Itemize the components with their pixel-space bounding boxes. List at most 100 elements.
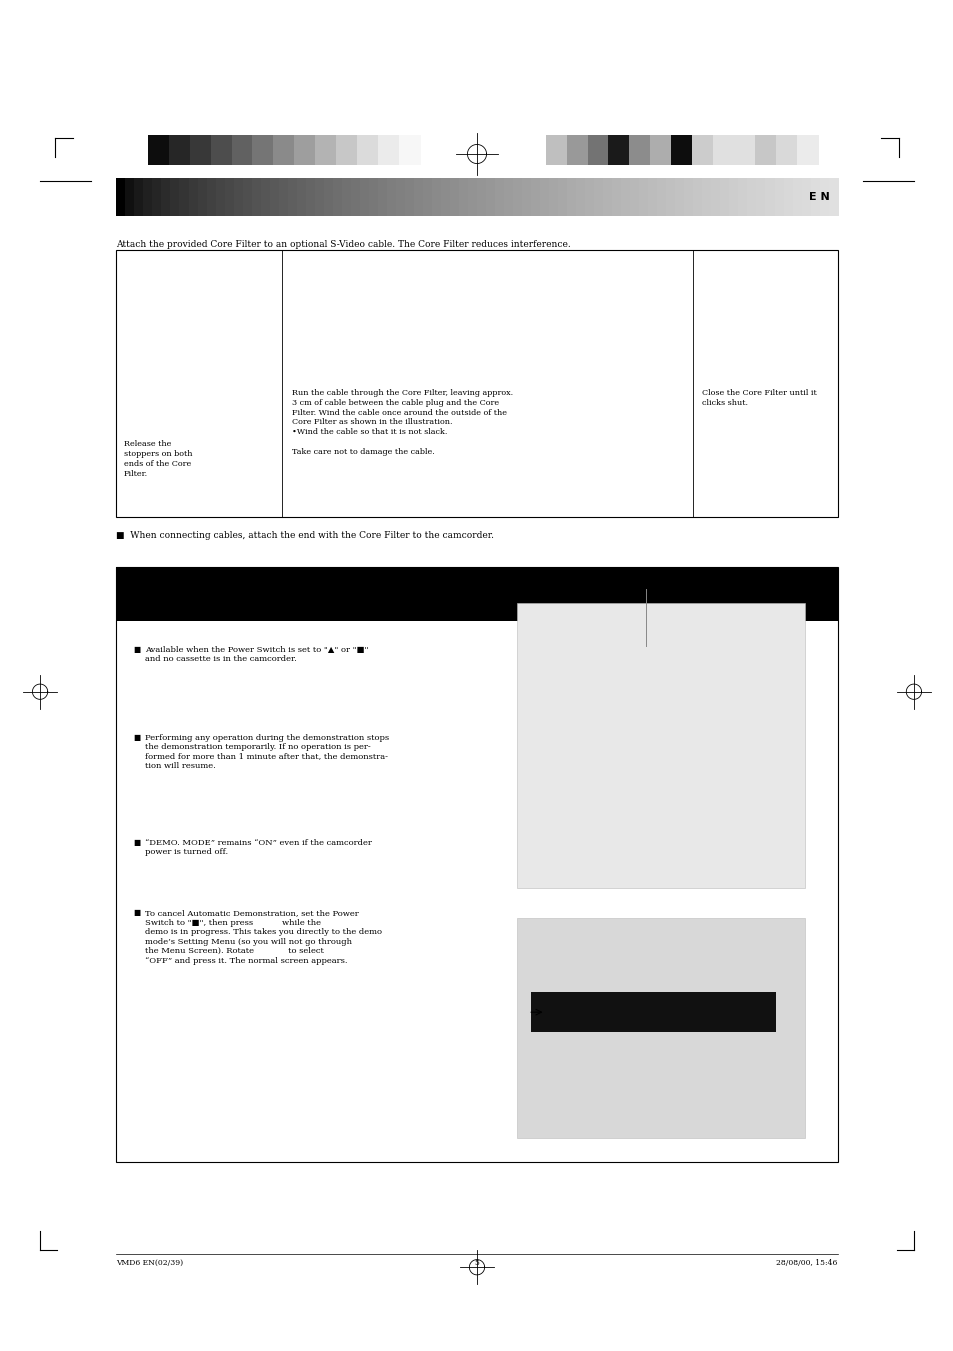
Bar <box>517 917 804 1138</box>
Bar <box>594 178 603 216</box>
Bar <box>792 178 801 216</box>
Bar <box>608 135 630 165</box>
Bar <box>738 178 747 216</box>
Bar <box>828 178 838 216</box>
Bar <box>517 603 804 889</box>
Bar <box>134 178 144 216</box>
Bar <box>683 178 694 216</box>
Bar <box>602 178 613 216</box>
Bar <box>294 135 315 165</box>
Bar <box>587 135 609 165</box>
Bar <box>335 135 357 165</box>
Bar <box>120 627 833 1156</box>
Bar <box>232 135 253 165</box>
Bar <box>503 178 514 216</box>
Bar <box>775 135 797 165</box>
Bar <box>323 178 334 216</box>
Text: ■: ■ <box>133 909 141 917</box>
Bar <box>729 178 739 216</box>
Bar <box>539 178 550 216</box>
Bar <box>414 178 423 216</box>
Bar <box>252 178 261 216</box>
Bar <box>148 135 170 165</box>
Bar <box>796 135 818 165</box>
Bar <box>513 178 522 216</box>
Bar <box>756 178 765 216</box>
Bar <box>314 135 336 165</box>
Bar <box>143 178 153 216</box>
Bar <box>629 135 651 165</box>
Bar <box>819 178 829 216</box>
Bar <box>468 178 477 216</box>
Bar <box>639 178 649 216</box>
Bar <box>801 178 811 216</box>
Bar <box>369 178 378 216</box>
Bar <box>314 178 324 216</box>
Text: To cancel Automatic Demonstration, set the Power
Switch to "■", then press      : To cancel Automatic Demonstration, set t… <box>145 909 381 965</box>
Bar <box>620 178 631 216</box>
Bar <box>782 178 793 216</box>
Bar <box>764 178 775 216</box>
Bar <box>665 178 676 216</box>
Bar <box>288 178 297 216</box>
Bar <box>395 178 405 216</box>
Text: E N: E N <box>808 192 829 203</box>
Text: ■: ■ <box>133 734 141 742</box>
Text: Release the
stoppers on both
ends of the Core
Filter.: Release the stoppers on both ends of the… <box>124 440 193 478</box>
Bar <box>545 135 567 165</box>
Bar <box>566 178 577 216</box>
Bar <box>116 250 837 517</box>
Bar <box>253 135 274 165</box>
Bar <box>116 567 837 1162</box>
Text: Close the Core Filter until it
clicks shut.: Close the Core Filter until it clicks sh… <box>701 389 816 407</box>
Bar <box>404 178 415 216</box>
Bar <box>190 135 212 165</box>
Bar <box>125 178 135 216</box>
Bar <box>650 135 672 165</box>
Bar <box>566 135 588 165</box>
Bar <box>211 135 233 165</box>
Bar <box>356 135 378 165</box>
Bar <box>260 178 271 216</box>
Bar <box>630 178 639 216</box>
Bar <box>521 178 532 216</box>
Bar <box>305 178 315 216</box>
Bar <box>169 135 191 165</box>
Bar <box>179 178 190 216</box>
Bar <box>754 135 776 165</box>
Bar <box>612 178 621 216</box>
Text: Run the cable through the Core Filter, leaving approx.
3 cm of cable between the: Run the cable through the Core Filter, l… <box>292 389 513 455</box>
Bar <box>531 993 776 1032</box>
Bar <box>270 178 279 216</box>
Bar <box>422 178 433 216</box>
Bar <box>432 178 441 216</box>
Bar <box>398 135 420 165</box>
Bar <box>458 178 469 216</box>
Bar <box>377 178 387 216</box>
Bar <box>576 178 585 216</box>
Text: Performing any operation during the demonstration stops
the demonstration tempor: Performing any operation during the demo… <box>145 734 389 770</box>
Bar <box>197 178 208 216</box>
Text: 5: 5 <box>474 1259 479 1267</box>
Bar <box>152 178 162 216</box>
Text: “DEMO. MODE” remains “ON” even if the camcorder
power is turned off.: “DEMO. MODE” remains “ON” even if the ca… <box>145 839 372 857</box>
Text: Attach the provided Core Filter to an optional S-Video cable. The Core Filter re: Attach the provided Core Filter to an op… <box>116 240 571 250</box>
Bar <box>693 178 702 216</box>
Bar <box>558 178 568 216</box>
Bar <box>774 178 783 216</box>
Bar <box>206 178 216 216</box>
Bar <box>224 178 234 216</box>
Bar <box>296 178 306 216</box>
Bar <box>359 178 370 216</box>
Bar <box>215 178 225 216</box>
Bar <box>351 178 360 216</box>
Bar <box>495 178 504 216</box>
Bar <box>720 178 730 216</box>
Bar <box>712 135 734 165</box>
Bar <box>274 135 294 165</box>
Text: Available when the Power Switch is set to "▲" or "■"
and no cassette is in the c: Available when the Power Switch is set t… <box>145 646 368 663</box>
Bar <box>711 178 720 216</box>
Bar <box>161 178 172 216</box>
Bar <box>476 178 486 216</box>
Bar <box>189 178 198 216</box>
